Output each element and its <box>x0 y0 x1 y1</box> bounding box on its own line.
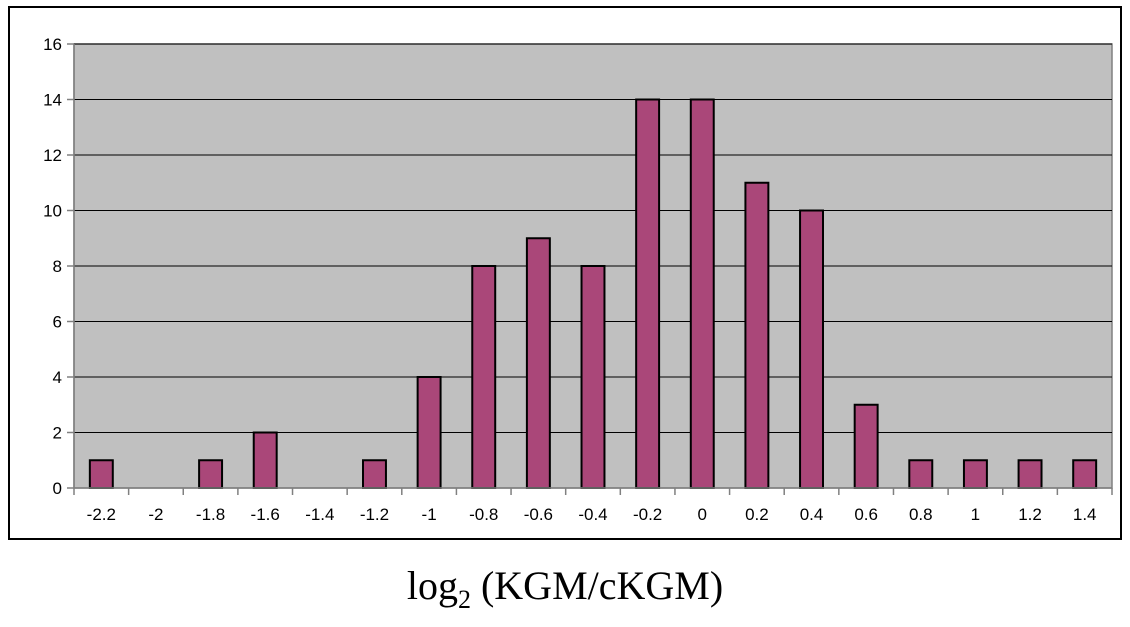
x-tick-label: -2.2 <box>87 505 116 524</box>
x-tick-label: 0.4 <box>800 505 824 524</box>
y-tick-labels: 0 2 4 6 8 10 12 14 16 <box>43 35 62 498</box>
y-tick-label: 6 <box>53 313 62 332</box>
x-tick-label: -1.6 <box>251 505 280 524</box>
x-tick-label: 0.8 <box>909 505 933 524</box>
bar <box>471 265 497 489</box>
axes <box>67 43 1113 495</box>
x-tick-label: -0.2 <box>633 505 662 524</box>
x-tick-label: -0.6 <box>524 505 553 524</box>
y-tick-label: 8 <box>53 257 62 276</box>
y-tick-label: 2 <box>53 424 62 443</box>
x-axis-label: log2 (KGM/cKGM) <box>0 562 1130 615</box>
bar <box>525 237 551 489</box>
y-tick-label: 0 <box>53 479 62 498</box>
x-tick-label: -1.2 <box>360 505 389 524</box>
x-axis-label-rest: (KGM/cKGM) <box>470 563 724 608</box>
x-tick-label: 0.6 <box>854 505 878 524</box>
y-tick-label: 4 <box>53 368 62 387</box>
y-tick-label: 14 <box>43 91 62 110</box>
x-tick-label: -1.4 <box>305 505 334 524</box>
bars <box>88 98 1098 489</box>
chart-frame: 0 2 4 6 8 10 12 14 16 -2.2 -2 -1.8 -1.6 -1.4 -1.2 -1 -0… <box>8 6 1122 540</box>
x-tick-label: -0.8 <box>469 505 498 524</box>
y-tick-label: 10 <box>43 202 62 221</box>
bar <box>198 459 224 489</box>
bar <box>689 98 715 489</box>
x-tick-label: 1.2 <box>1018 505 1042 524</box>
x-tick-label: -1 <box>422 505 437 524</box>
x-axis-label-subscript: 2 <box>457 585 471 614</box>
bar <box>744 181 770 489</box>
bar <box>252 431 278 489</box>
x-tick-label: -2 <box>148 505 163 524</box>
x-tick-label: 1.4 <box>1073 505 1097 524</box>
gridlines <box>74 43 1112 433</box>
x-tick-label: -1.8 <box>196 505 225 524</box>
x-tick-label: -0.4 <box>578 505 607 524</box>
y-tick-label: 16 <box>43 35 62 54</box>
x-axis-label-main: log <box>406 563 458 608</box>
bar <box>908 459 934 489</box>
bar <box>88 459 114 489</box>
bar <box>962 459 988 489</box>
x-tick-labels: -2.2 -2 -1.8 -1.6 -1.4 -1.2 -1 -0.8 -0.6 -0.4 -0.2… <box>87 505 1097 524</box>
bar <box>635 98 661 489</box>
x-tick-label: 0.2 <box>745 505 769 524</box>
bar <box>580 265 606 489</box>
bar <box>1017 459 1043 489</box>
bar <box>1072 459 1098 489</box>
bar <box>799 209 824 489</box>
bar <box>853 403 879 489</box>
bar <box>416 376 442 489</box>
bar <box>362 459 387 489</box>
x-tick-label: 0 <box>698 505 707 524</box>
y-tick-label: 12 <box>43 146 62 165</box>
x-tick-label: 1 <box>971 505 980 524</box>
